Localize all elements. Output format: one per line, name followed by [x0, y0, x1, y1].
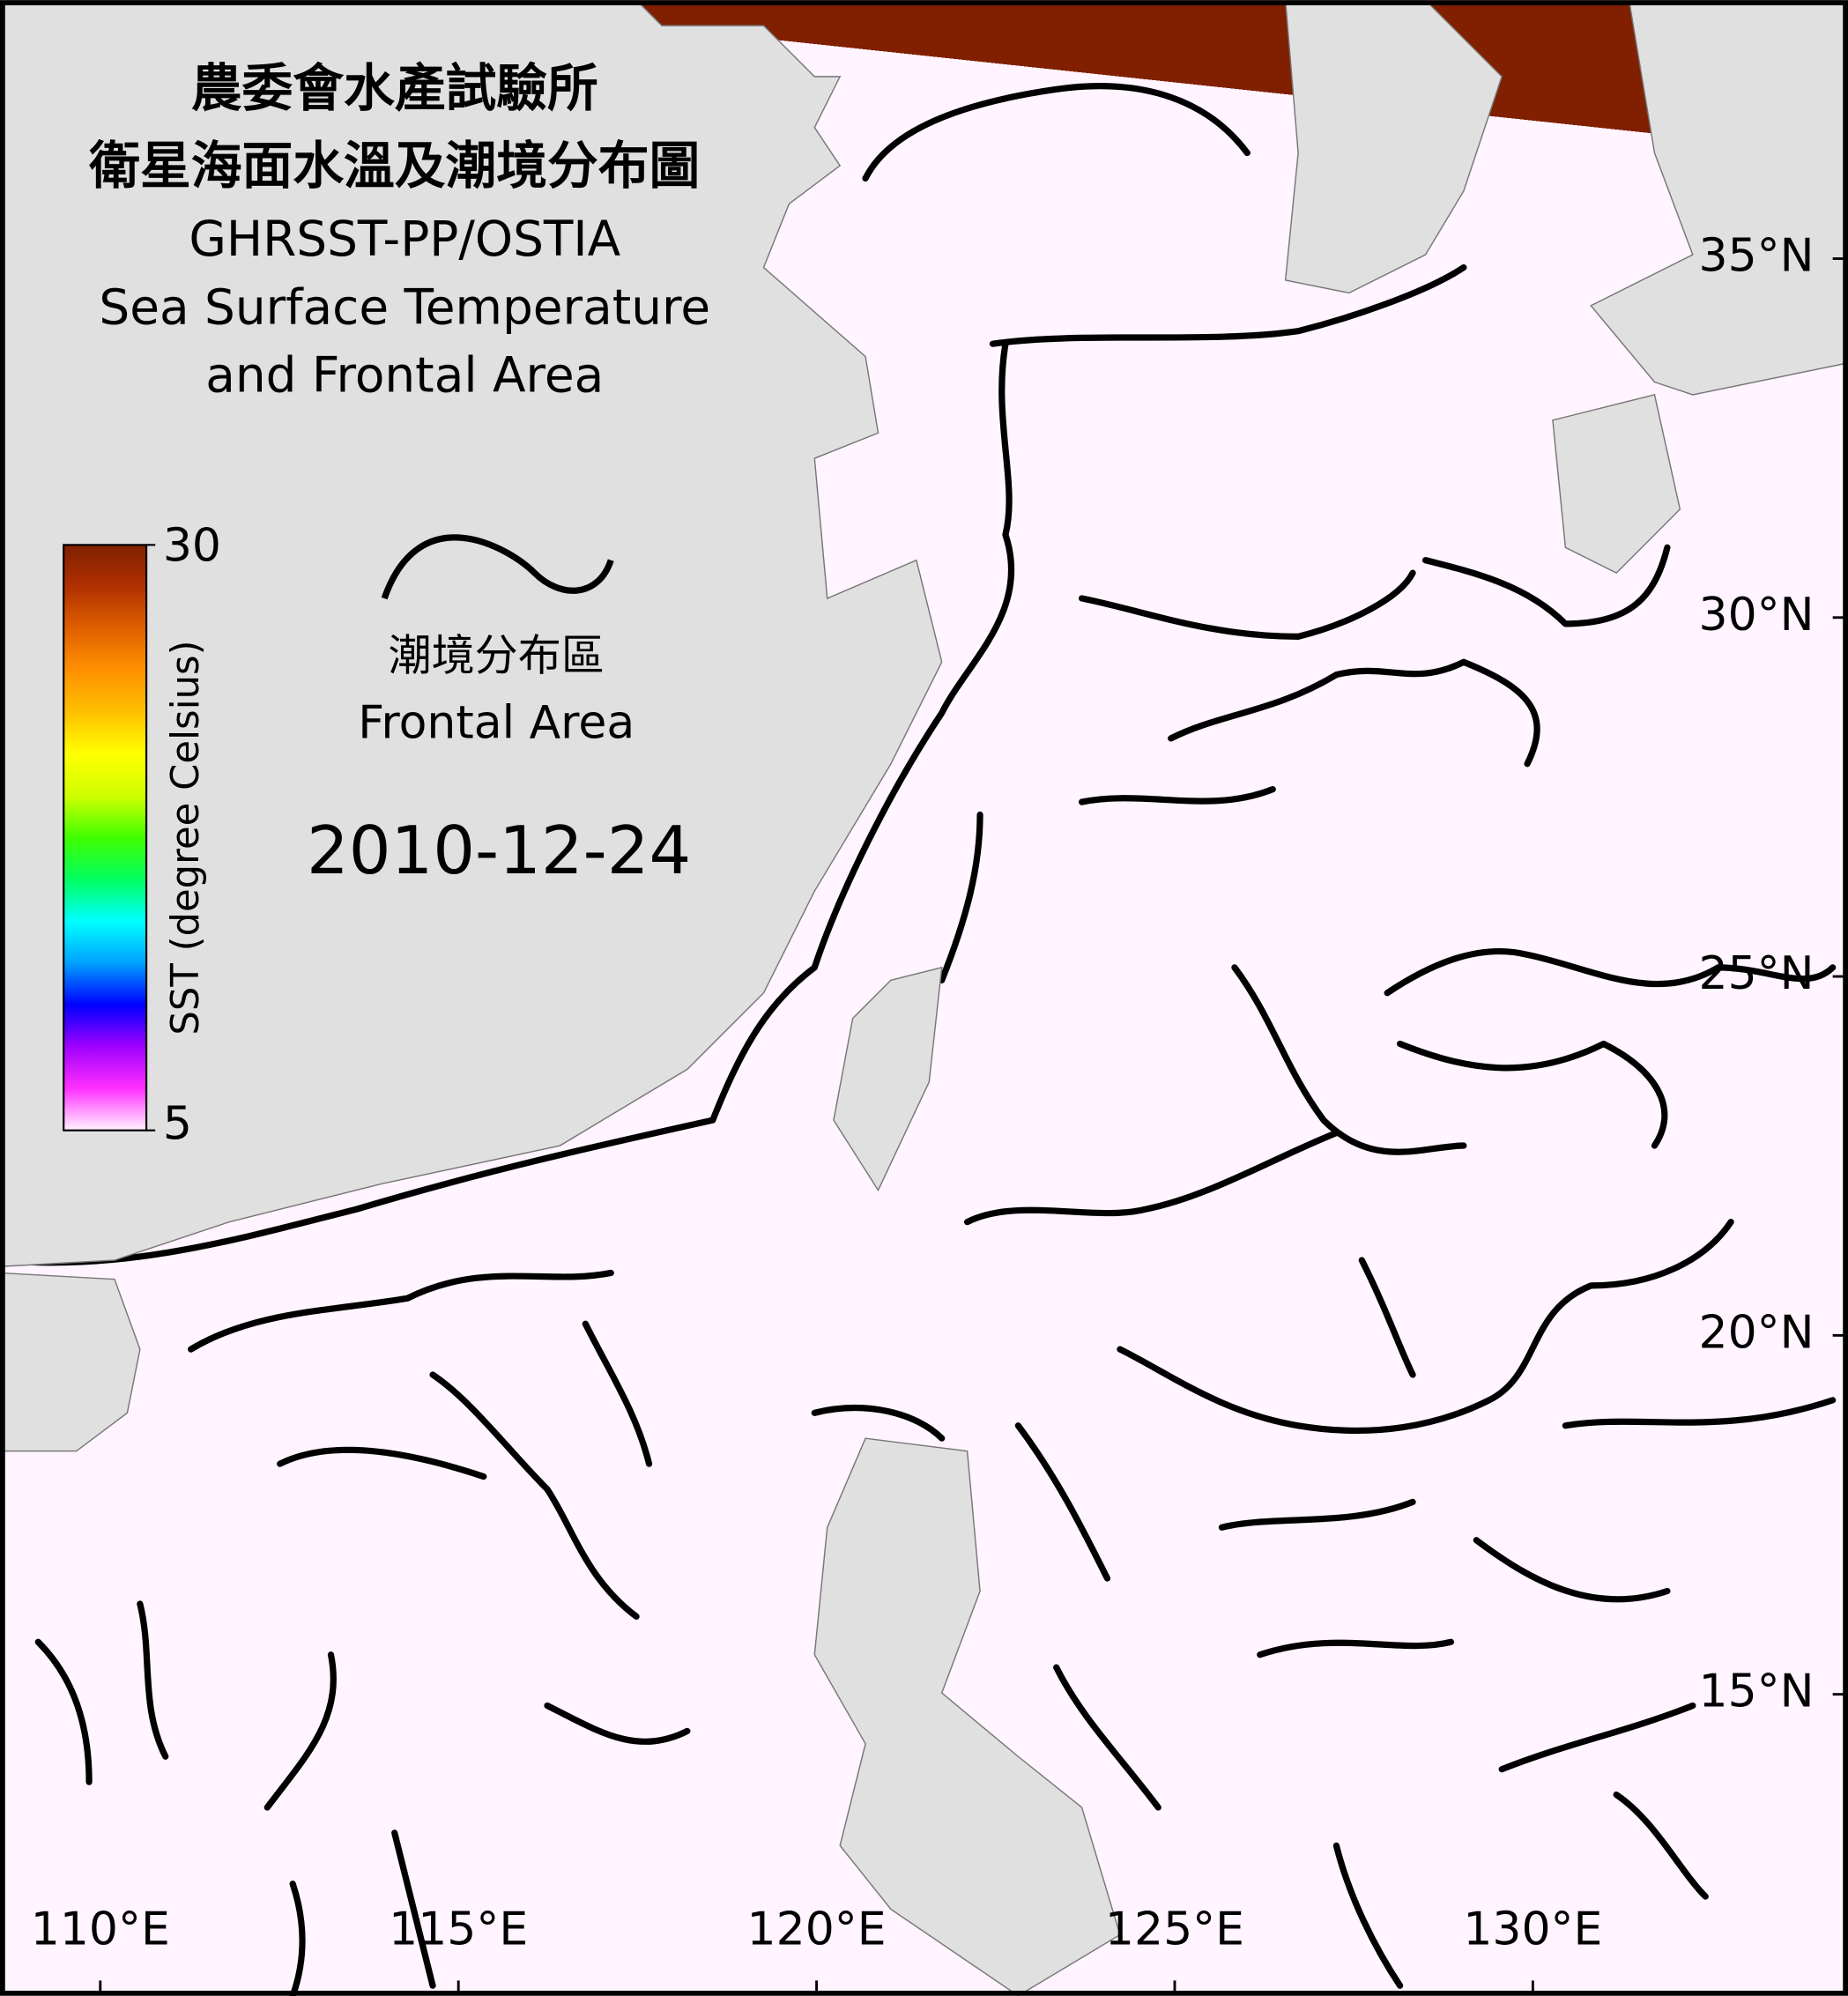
- lat-label: 30°N: [1699, 589, 1815, 642]
- colorbar: SST (degree Celsius) 5 30: [63, 520, 221, 1150]
- lon-label: 110°E: [31, 1903, 170, 1956]
- lon-label: 130°E: [1463, 1903, 1602, 1956]
- lon-label: 115°E: [389, 1903, 528, 1956]
- lat-label: 20°N: [1699, 1306, 1815, 1359]
- title-line: GHRSST-PP/OSTIA: [189, 211, 620, 267]
- colorbar-ramp: [63, 544, 148, 1132]
- fronts: [0, 83, 1837, 1996]
- legend-label: Frontal Area: [358, 696, 635, 749]
- legend: 潮境分布區 Frontal Area: [358, 534, 635, 749]
- title-line: and Frontal Area: [205, 346, 604, 403]
- lon-label: 125°E: [1105, 1903, 1244, 1956]
- legend-label: 潮境分布區: [389, 629, 605, 680]
- date: 2010-12-24: [307, 812, 691, 889]
- title-line: Sea Surface Temperature: [99, 279, 710, 336]
- lon-label: 120°E: [747, 1903, 887, 1956]
- lat-label: 25°N: [1699, 947, 1815, 1000]
- title-line: 衛星海面水溫及潮境分布圖: [88, 136, 700, 196]
- title-line: 農委會水產試驗所: [191, 58, 598, 118]
- colorbar-tick-label: 30: [163, 520, 221, 573]
- colorbar-tick-label: 5: [163, 1097, 192, 1150]
- legend-symbol: [381, 534, 614, 600]
- lat-label: 35°N: [1699, 229, 1815, 282]
- title: 農委會水產試驗所 衛星海面水溫及潮境分布圖 GHRSST-PP/OSTIA Se…: [88, 58, 710, 403]
- lat-label: 15°N: [1699, 1666, 1815, 1718]
- colorbar-label: SST (degree Celsius): [164, 640, 208, 1035]
